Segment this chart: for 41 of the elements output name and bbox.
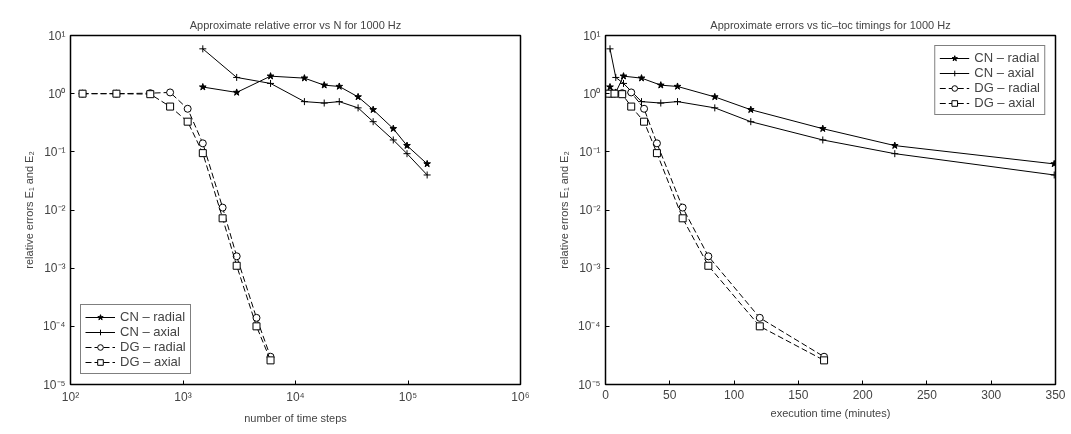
legend-label: CN – axial bbox=[120, 324, 180, 339]
x-tick-label: 10⁶ bbox=[511, 389, 530, 404]
x-tick-label: 200 bbox=[852, 387, 873, 402]
y-tick-label: 10⁰ bbox=[48, 86, 66, 101]
x-tick-label: 10² bbox=[61, 389, 80, 404]
y-tick-label: 10⁻⁵ bbox=[43, 377, 66, 392]
x-tick-label: 350 bbox=[1045, 387, 1066, 402]
y-tick-label: 10⁻² bbox=[579, 203, 601, 217]
x-tick-label: 10³ bbox=[174, 389, 192, 404]
legend-label: CN – radial bbox=[974, 50, 1040, 65]
x-tick-label: 0 bbox=[602, 387, 610, 402]
legend-label: DG – axial bbox=[974, 95, 1035, 110]
legend-label: DG – radial bbox=[974, 80, 1040, 95]
x-tick-label: 100 bbox=[724, 387, 745, 402]
y-tick-label: 10⁻⁵ bbox=[578, 377, 601, 392]
chart-title: Approximate errors vs tic–toc timings for 1000 Hz bbox=[710, 18, 951, 31]
y-tick-label: 10⁻³ bbox=[579, 261, 601, 276]
y-tick-label: 10⁻⁴ bbox=[578, 319, 601, 334]
chart-title: Approximate relative error vs N for 1000 Hz bbox=[189, 18, 402, 31]
y-tick-label: 10⁰ bbox=[583, 86, 601, 101]
x-tick-label: 250 bbox=[916, 387, 938, 402]
y-tick-label: 10⁻³ bbox=[44, 261, 66, 276]
x-axis-title: execution time (minutes) bbox=[770, 406, 891, 419]
y-tick-label: 10¹ bbox=[583, 28, 601, 43]
x-tick-label: 50 bbox=[663, 387, 677, 402]
x-axis-title: number of time steps bbox=[244, 411, 348, 424]
y-tick-label: 10⁻⁴ bbox=[43, 319, 66, 334]
legend-label: DG – radial bbox=[120, 339, 186, 354]
y-tick-label: 10⁻¹ bbox=[44, 144, 66, 159]
legend-label: CN – axial bbox=[974, 65, 1035, 80]
y-axis-title: relative errors E₁ and E₂ bbox=[23, 151, 35, 269]
y-tick-label: 10¹ bbox=[48, 28, 66, 43]
y-tick-label: 10⁻¹ bbox=[579, 144, 601, 159]
y-tick-label: 10⁻² bbox=[44, 203, 66, 217]
legend-label: CN – radial bbox=[120, 309, 186, 324]
x-tick-label: 10⁵ bbox=[398, 389, 418, 404]
x-tick-label: 300 bbox=[981, 387, 1002, 402]
legend-label: DG – axial bbox=[120, 354, 181, 369]
y-axis-title: relative errors E₁ and E₂ bbox=[558, 151, 570, 269]
x-tick-label: 10⁴ bbox=[286, 389, 305, 404]
x-tick-label: 150 bbox=[788, 387, 809, 402]
